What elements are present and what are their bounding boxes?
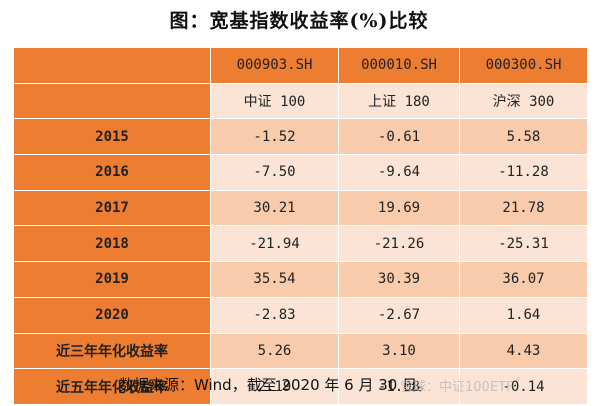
row-label-cell: 2019 (13, 261, 211, 298)
value-cell: 30.21 (210, 189, 339, 227)
row-label-cell: 2015 (13, 118, 211, 156)
value-cell: -2.83 (210, 296, 339, 334)
value-cell: 3.10 (338, 332, 460, 370)
value-cell: -0.14 (459, 368, 588, 405)
index-return-table: 000903.SH 000010.SH 000300.SH 中证 100 上证 … (13, 47, 588, 405)
header-name-corner-cell (13, 82, 211, 120)
value-cell: -21.26 (338, 225, 460, 263)
value-cell: -1.52 (210, 118, 339, 156)
header-code-cell: 000010.SH (338, 47, 460, 84)
table-row: 2018 -21.94 -21.26 -25.31 (13, 225, 588, 263)
value-cell: -7.50 (210, 154, 339, 191)
row-label-cell: 2016 (13, 154, 211, 191)
table-row: 2017 30.21 19.69 21.78 (13, 189, 588, 227)
table-row: 近三年年化收益率 5.26 3.10 4.43 (13, 332, 588, 370)
table-header-row-names: 中证 100 上证 180 沪深 300 (13, 82, 588, 120)
table-header-row-codes: 000903.SH 000010.SH 000300.SH (13, 47, 588, 84)
value-cell: -2.67 (338, 296, 460, 334)
row-label-cell: 2018 (13, 225, 211, 263)
value-cell: 36.07 (459, 261, 588, 298)
row-label-cell: 近三年年化收益率 (13, 332, 211, 370)
value-cell: 1.64 (459, 296, 588, 334)
row-label-cell: 2017 (13, 189, 211, 227)
row-label-cell: 2020 (13, 296, 211, 334)
page-title: 图：宽基指数收益率(%)比较 (169, 10, 429, 32)
row-label-cell: 近五年年化收益率 (13, 368, 211, 405)
value-cell: 5.58 (459, 118, 588, 156)
table-row: 2019 35.54 30.39 36.07 (13, 261, 588, 298)
value-cell: -1.08 (338, 368, 460, 405)
value-cell: 35.54 (210, 261, 339, 298)
value-cell: -25.31 (459, 225, 588, 263)
header-code-cell: 000903.SH (210, 47, 339, 84)
value-cell: 19.69 (338, 189, 460, 227)
value-cell: 5.26 (210, 332, 339, 370)
value-cell: -9.64 (338, 154, 460, 191)
header-code-cell: 000300.SH (459, 47, 588, 84)
table-row: 近五年年化收益率 2.19 -1.08 -0.14 (13, 368, 588, 405)
header-name-cell: 沪深 300 (459, 82, 588, 120)
watermark: 雪球：中证100ETF (400, 380, 514, 395)
header-name-cell: 中证 100 (210, 82, 339, 120)
header-corner-cell (13, 47, 211, 84)
header-name-cell: 上证 180 (338, 82, 460, 120)
value-cell: -0.61 (338, 118, 460, 156)
value-cell: 30.39 (338, 261, 460, 298)
table-row: 2020 -2.83 -2.67 1.64 (13, 296, 588, 334)
value-cell: -21.94 (210, 225, 339, 263)
value-cell: -11.28 (459, 154, 588, 191)
table-row: 2016 -7.50 -9.64 -11.28 (13, 154, 588, 191)
value-cell: 4.43 (459, 332, 588, 370)
source-note: 数据来源：Wind，截至 2020 年 6 月 30 日。 (119, 376, 433, 394)
table-row: 2015 -1.52 -0.61 5.58 (13, 118, 588, 156)
value-cell: 21.78 (459, 189, 588, 227)
